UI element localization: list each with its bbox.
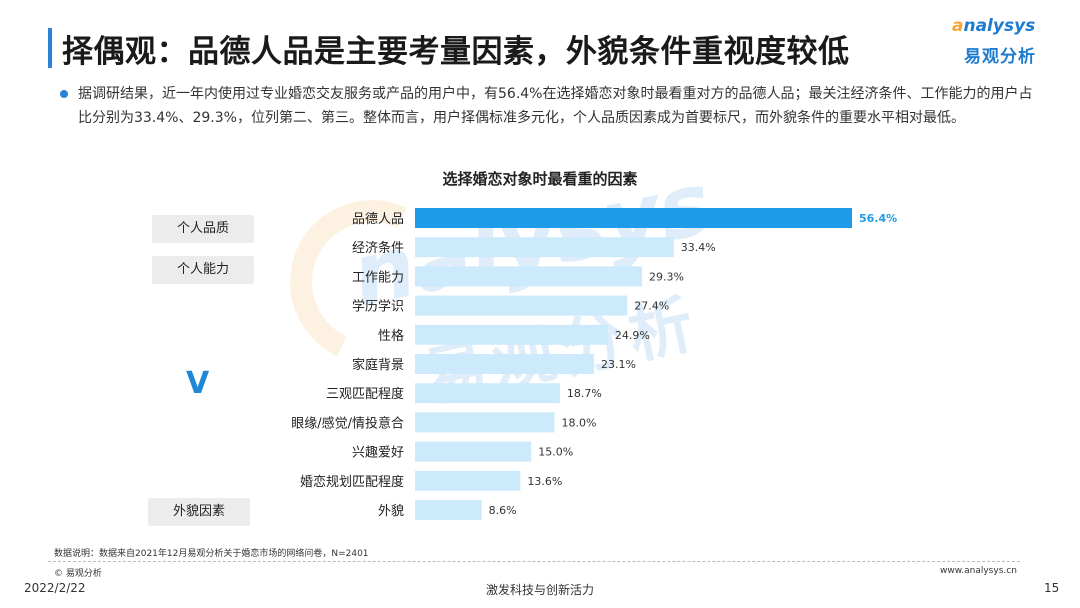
category-label-6: 三观匹配程度	[326, 386, 404, 402]
category-label-2: 工作能力	[352, 270, 404, 285]
value-label-5: 23.1%	[601, 358, 636, 371]
bar-9	[415, 470, 521, 491]
category-label-7: 眼缘/感觉/情投意合	[291, 415, 404, 431]
report-date: 2022/2/22	[24, 581, 86, 595]
chevron-down-icon: V	[186, 366, 210, 401]
value-label-8: 15.0%	[538, 446, 573, 459]
category-label-3: 学历学识	[352, 299, 404, 315]
slogan: 激发科技与创新活力	[485, 583, 594, 597]
category-label-5: 家庭背景	[352, 357, 404, 373]
page-title: 择偶观：品德人品是主要考量因素，外貌条件重视度较低	[62, 34, 850, 70]
group-label-appearance: 外貌因素	[148, 498, 250, 526]
bar-0	[415, 208, 852, 228]
value-label-3: 27.4%	[634, 300, 669, 313]
category-label-10: 外貌	[378, 504, 404, 519]
value-label-10: 8.6%	[489, 504, 517, 517]
value-label-7: 18.0%	[561, 416, 596, 429]
bar-10	[415, 500, 482, 520]
bar-8	[415, 441, 532, 462]
bar-5	[415, 354, 594, 374]
bar-4	[415, 324, 608, 345]
logo-a-icon: a	[952, 16, 964, 36]
logo-wordmark: analysys	[952, 16, 1036, 36]
category-label-8: 兴趣爱好	[352, 446, 404, 461]
footer-divider	[48, 561, 1020, 562]
value-label-2: 29.3%	[649, 270, 684, 283]
value-label-1: 33.4%	[681, 241, 716, 254]
chart-title: 选择婚恋对象时最看重的因素	[442, 170, 638, 188]
category-label-4: 性格	[378, 328, 404, 344]
summary-paragraph: 据调研结果，近一年内使用过专业婚恋交友服务或产品的用户中，有56.4%在选择婚恋…	[78, 86, 1033, 126]
category-label-9: 婚恋规划匹配程度	[300, 474, 404, 490]
page-number: 15	[1044, 581, 1060, 595]
value-label-0: 56.4%	[859, 212, 897, 225]
value-label-9: 13.6%	[527, 475, 562, 488]
bar-3	[415, 295, 628, 316]
bullet-dot-icon	[60, 90, 68, 98]
copyright: © 易观分析	[54, 569, 102, 579]
bar-6	[415, 383, 560, 404]
title-accent-bar	[48, 28, 52, 68]
value-label-6: 18.7%	[567, 387, 602, 400]
category-label-0: 品德人品	[352, 212, 404, 227]
group-label-personal-ability: 个人能力	[152, 256, 254, 284]
website: www.analysys.cn	[940, 566, 1017, 576]
value-label-4: 24.9%	[615, 329, 650, 342]
bar-1	[415, 237, 674, 258]
bar-2	[415, 266, 643, 287]
analysys-logo: analysys 易观分析	[946, 14, 1058, 74]
logo-chinese: 易观分析	[964, 47, 1036, 67]
category-label-1: 经济条件	[352, 240, 404, 256]
bar-7	[415, 412, 555, 433]
data-note: 数据说明：数据来自2021年12月易观分析关于婚恋市场的网络问卷，N=2401	[54, 549, 369, 559]
group-label-personal-quality: 个人品质	[152, 215, 254, 243]
